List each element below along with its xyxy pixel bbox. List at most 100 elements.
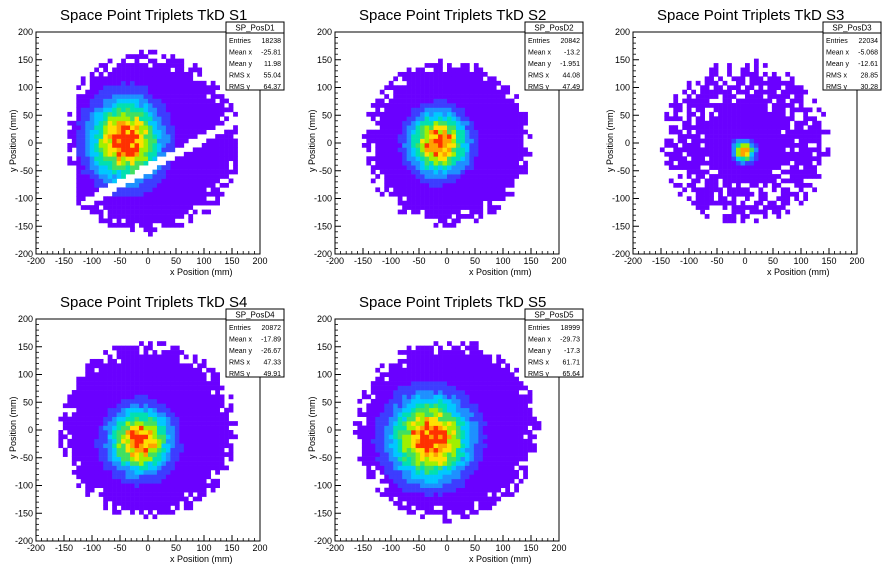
heatmap-cell [397,125,403,130]
heatmap-cell [753,169,759,175]
heatmap-cell [174,376,180,382]
heatmap-cell [500,174,506,179]
heatmap-cell [505,160,511,166]
heatmap-cell [103,416,108,422]
heatmap-cell [370,438,376,444]
heatmap-cell [148,376,153,382]
heatmap-cell [179,438,185,444]
heatmap-cell [224,416,229,422]
heatmap-cell [438,209,443,215]
heatmap-cell [415,187,421,193]
heatmap-cell [402,182,407,188]
heatmap-cell [143,218,149,224]
heatmap-cell [121,465,126,471]
heatmap-cell [89,98,95,104]
heatmap-cell [424,103,430,108]
heatmap-cell [798,182,804,188]
heatmap-cell [134,71,140,77]
heatmap-cell [143,129,149,135]
heatmap-cell [460,129,466,135]
heatmap-cell [152,138,158,144]
heatmap-cell [174,412,180,417]
heatmap-cell [192,111,198,117]
heatmap-cell [496,134,502,139]
heatmap-cell [460,191,466,197]
heatmap-cell [112,465,117,471]
heatmap-cell [85,156,91,162]
heatmap-cell [174,443,180,449]
heatmap-cell [201,85,207,91]
heatmap-cell [415,205,421,210]
heatmap-cell [89,376,95,382]
heatmap-cell [103,151,108,157]
heatmap-cell [753,94,759,99]
heatmap-cell [112,505,117,511]
heatmap-cell [134,465,140,471]
heatmap-cell [393,425,399,431]
y-tick-label: -100 [15,194,33,204]
heatmap-cell [71,134,77,139]
heatmap-cell [447,169,452,175]
heatmap-cell [98,182,104,188]
heatmap-cell [758,116,764,122]
heatmap-cell [762,209,768,215]
heatmap-cell [161,89,167,95]
heatmap-cell [143,447,149,453]
heatmap-cell [388,434,394,440]
heatmap-cell [420,412,425,417]
heatmap-cell [411,160,416,166]
heatmap-cell [183,187,189,193]
heatmap-cell [89,143,95,148]
heatmap-cell [388,492,394,497]
heatmap-cell [415,182,421,188]
heatmap-cell [704,200,710,206]
heatmap-cell [420,358,425,364]
heatmap-cell [174,487,180,493]
heatmap-cell [505,174,511,179]
heatmap-cell [424,120,430,126]
heatmap-cell [370,385,376,391]
heatmap-cell [397,363,403,369]
heatmap-cell [219,147,225,153]
heatmap-cell [429,496,434,502]
heatmap-cell [125,120,131,126]
heatmap-cell [85,107,91,113]
heatmap-cell [749,138,755,144]
heatmap-cell [776,196,782,202]
heatmap-cell [673,116,679,122]
heatmap-cell [482,134,488,139]
heatmap-cell [406,71,412,77]
heatmap-cell [722,178,728,184]
heatmap-cell [402,452,407,457]
heatmap-cell [76,425,82,431]
heatmap-cell [143,222,149,228]
heatmap-cell [89,174,95,179]
heatmap-cell [116,425,122,431]
heatmap-cell [107,89,113,95]
heatmap-cell [384,147,390,153]
heatmap-cell [215,412,220,417]
heatmap-cell [161,129,167,135]
heatmap-cell [134,443,140,449]
heatmap-cell [460,200,466,206]
heatmap-cell [89,178,95,184]
heatmap-cell [816,143,822,148]
heatmap-cell [179,381,185,386]
heatmap-cell [740,103,746,108]
heatmap-cell [210,103,216,108]
heatmap-cell [156,492,162,497]
heatmap-cell [170,456,176,462]
heatmap-cell [429,134,434,139]
heatmap-cell [785,151,791,157]
stats-label: Mean y [528,61,551,68]
heatmap-cell [668,156,674,162]
heatmap-cell [188,85,194,91]
heatmap-cell [76,169,82,175]
heatmap-cell [447,67,452,73]
heatmap-cell [518,116,524,122]
heatmap-cell [116,89,122,95]
heatmap-cell [397,483,403,489]
heatmap-cell [134,94,140,99]
heatmap-cell [478,143,484,148]
heatmap-cell [98,125,104,130]
